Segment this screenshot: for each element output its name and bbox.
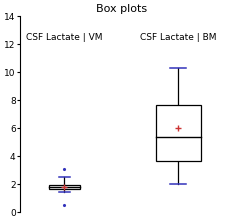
Text: CSF Lactate | BM: CSF Lactate | BM	[140, 33, 216, 42]
Title: Box plots: Box plots	[96, 4, 147, 14]
Text: CSF Lactate | VM: CSF Lactate | VM	[26, 33, 103, 42]
FancyBboxPatch shape	[49, 185, 80, 189]
FancyBboxPatch shape	[156, 105, 200, 161]
